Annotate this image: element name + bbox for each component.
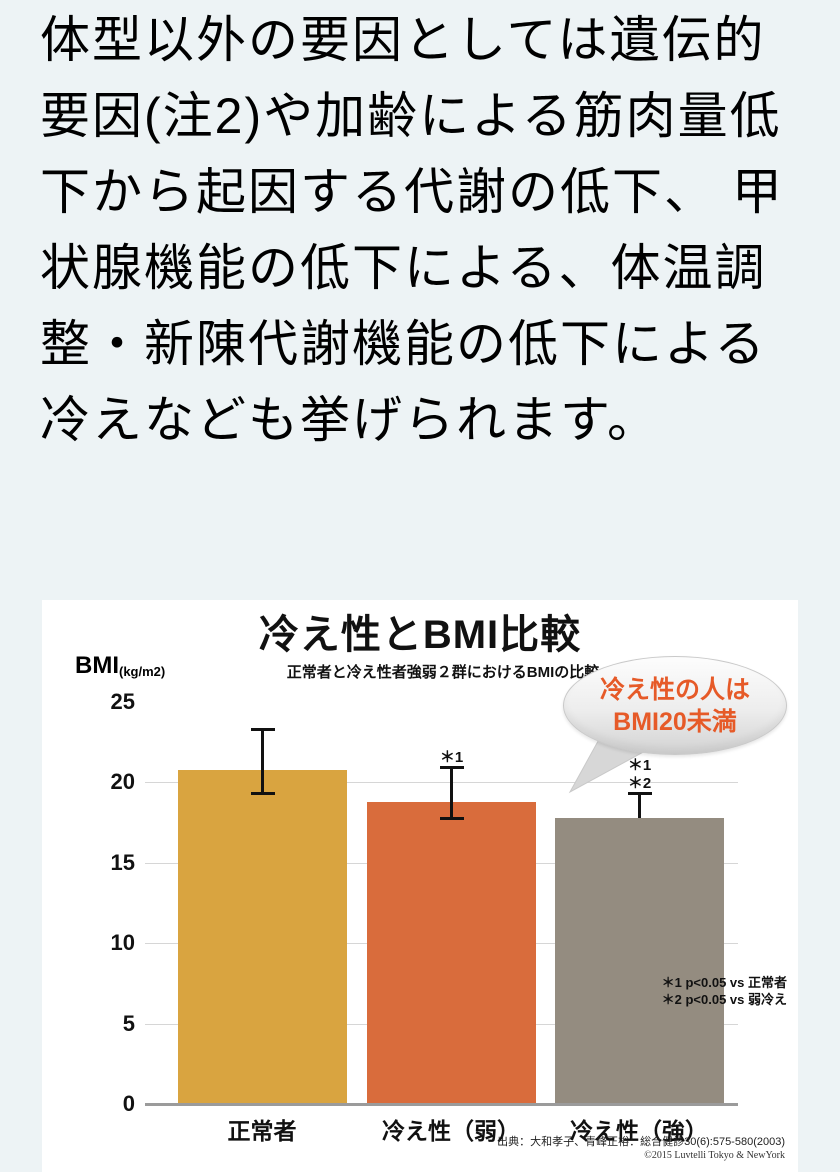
- x-label-cold-strong: 冷え性（強）: [570, 1118, 708, 1144]
- error-bar-cap-bottom-1: [250, 791, 275, 795]
- y-tick-20: 20: [110, 769, 135, 795]
- callout-text: 冷え性の人は BMI20未満: [563, 656, 787, 755]
- error-bar-cap-bottom-2: [439, 817, 464, 821]
- chart-subtitle: 正常者と冷え性者強弱２群におけるBMIの比較: [286, 664, 600, 681]
- x-label-normal: 正常者: [227, 1118, 297, 1144]
- error-bar-cap-top-3: [627, 792, 652, 796]
- callout-bubble-group: 冷え性の人は BMI20未満: [563, 656, 787, 794]
- chart-title: 冷え性とBMI比較: [258, 613, 582, 657]
- plot-area: 正常者 冷え性（弱） 冷え性（強） 0 5 10 15 20 25 ＊1 ＊1 ＊2: [111, 690, 738, 1144]
- chart-panel: 冷え性とBMI比較 正常者と冷え性者強弱２群におけるBMIの比較 BMI(kg/…: [42, 600, 798, 1172]
- y-tick-0: 0: [122, 1091, 135, 1116]
- source-citation: 出典：大和孝子、青峰正裕：総合健診30(6):575-580(2003) ©20…: [497, 1136, 785, 1162]
- intro-paragraph: 体型以外の要因としては遺伝的要因(注2)や加齢による筋肉量低下から起因する代謝の…: [40, 12, 784, 448]
- significance-label-3-1: ＊1: [627, 757, 652, 775]
- y-axis-label: BMI(kg/m2): [75, 652, 165, 680]
- y-tick-5: 5: [122, 1010, 135, 1036]
- speech-bubble: [563, 656, 787, 755]
- gridline-20: [145, 782, 738, 784]
- source-line-2: ©2015 Luvtelli Tokyo & NewYork: [644, 1150, 785, 1161]
- significance-label-2-1: ＊1: [439, 749, 464, 767]
- bar-normal: [178, 769, 347, 1104]
- bar-cold-strong: [555, 817, 724, 1104]
- error-bar-line-3: [638, 792, 641, 818]
- footnote-2: ＊2 p<0.05 vs 弱冷え: [661, 992, 787, 1007]
- x-label-cold-weak: 冷え性（弱）: [382, 1118, 520, 1144]
- error-bar-cap-top-2: [439, 766, 464, 770]
- y-tick-25: 25: [110, 689, 135, 714]
- error-bar-cap-top-1: [250, 727, 275, 731]
- error-bar-line-2: [450, 766, 453, 820]
- x-axis-line: [145, 1103, 738, 1106]
- y-tick-15: 15: [110, 849, 135, 875]
- bar-cold-weak: [367, 801, 536, 1104]
- significance-label-3-2: ＊2: [627, 775, 652, 793]
- significance-footnotes: ＊1 p<0.05 vs 正常者 ＊2 p<0.05 vs 弱冷え: [662, 974, 787, 1008]
- y-axis-unit: (kg/m2): [119, 664, 166, 679]
- source-line-1: 出典：大和孝子、青峰正裕：総合健診30(6):575-580(2003): [497, 1136, 785, 1148]
- error-bar-line-1: [261, 727, 264, 794]
- callout-line-2: BMI20未満: [613, 707, 737, 736]
- y-tick-10: 10: [110, 930, 135, 956]
- y-axis-label-text: BMI: [75, 652, 119, 679]
- footnote-1: ＊1 p<0.05 vs 正常者: [661, 975, 787, 990]
- callout-line-1: 冷え性の人は: [599, 675, 750, 704]
